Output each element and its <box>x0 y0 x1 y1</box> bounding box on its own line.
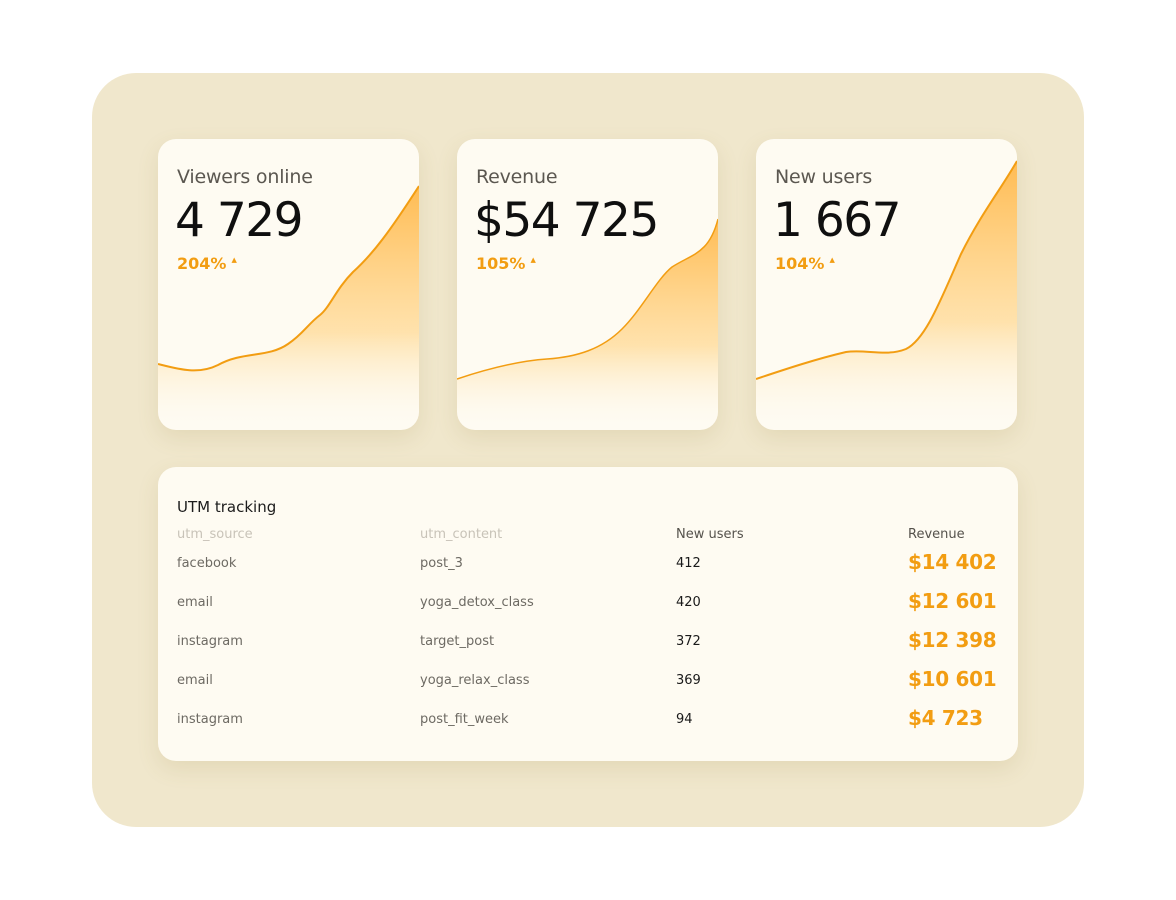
cell-revenue: $12 601 <box>908 589 997 613</box>
utm-tracking-table: UTM tracking utm_source utm_content New … <box>158 467 1018 761</box>
table-row[interactable]: email yoga_detox_class 420 $12 601 <box>158 589 1018 634</box>
table-row[interactable]: instagram target_post 372 $12 398 <box>158 628 1018 673</box>
viewers-area <box>158 186 419 430</box>
new-users-line <box>756 160 1017 380</box>
cell-utm-source: email <box>177 595 213 610</box>
table-row[interactable]: facebook post_3 412 $14 402 <box>158 550 1018 595</box>
new-users-area <box>756 161 1017 430</box>
cell-utm-content: yoga_detox_class <box>420 595 534 610</box>
card-change: 104% ▲ <box>775 254 835 273</box>
up-arrow-icon: ▲ <box>530 256 536 264</box>
column-header-new-users: New users <box>676 527 744 542</box>
cell-new-users: 420 <box>676 595 701 610</box>
card-change: 204% ▲ <box>177 254 237 273</box>
card-value: 4 729 <box>175 193 304 248</box>
revenue-trend-chart <box>457 218 718 430</box>
card-title: Viewers online <box>177 166 313 188</box>
cell-utm-content: yoga_relax_class <box>420 673 530 688</box>
cell-utm-source: email <box>177 673 213 688</box>
change-percent: 104% <box>775 254 825 273</box>
cell-revenue: $10 601 <box>908 667 997 691</box>
cell-utm-content: post_3 <box>420 556 463 571</box>
cell-utm-content: post_fit_week <box>420 712 509 727</box>
card-title: New users <box>775 166 873 188</box>
cell-utm-source: instagram <box>177 634 243 649</box>
cell-new-users: 372 <box>676 634 701 649</box>
revenue-area <box>457 219 718 430</box>
cell-new-users: 412 <box>676 556 701 571</box>
up-arrow-icon: ▲ <box>231 256 237 264</box>
cell-revenue: $12 398 <box>908 628 997 652</box>
stat-card-new-users: New users 1 667 104% ▲ <box>756 139 1017 430</box>
up-arrow-icon: ▲ <box>829 256 835 264</box>
change-percent: 105% <box>476 254 526 273</box>
cell-utm-source: instagram <box>177 712 243 727</box>
card-change: 105% ▲ <box>476 254 536 273</box>
revenue-line <box>457 218 718 380</box>
column-header-revenue: Revenue <box>908 527 965 542</box>
cell-utm-source: facebook <box>177 556 237 571</box>
viewers-line <box>158 185 419 372</box>
cell-revenue: $14 402 <box>908 550 997 574</box>
stat-card-revenue: Revenue $54 725 105% ▲ <box>457 139 718 430</box>
card-value: $54 725 <box>474 193 659 248</box>
table-row[interactable]: instagram post_fit_week 94 $4 723 <box>158 706 1018 751</box>
table-row[interactable]: email yoga_relax_class 369 $10 601 <box>158 667 1018 712</box>
viewers-trend-chart <box>158 185 419 430</box>
table-title: UTM tracking <box>177 498 277 516</box>
change-percent: 204% <box>177 254 227 273</box>
stat-card-viewers: Viewers online 4 729 204% ▲ <box>158 139 419 430</box>
card-value: 1 667 <box>773 193 902 248</box>
new-users-trend-chart <box>756 160 1017 430</box>
cell-new-users: 369 <box>676 673 701 688</box>
cell-new-users: 94 <box>676 712 693 727</box>
column-header-utm-content: utm_content <box>420 527 503 542</box>
cell-utm-content: target_post <box>420 634 495 649</box>
dashboard-panel: Viewers online 4 729 204% ▲ Revenue $54 7… <box>92 73 1084 827</box>
card-title: Revenue <box>476 166 558 188</box>
column-header-utm-source: utm_source <box>177 527 253 542</box>
cell-revenue: $4 723 <box>908 706 983 730</box>
